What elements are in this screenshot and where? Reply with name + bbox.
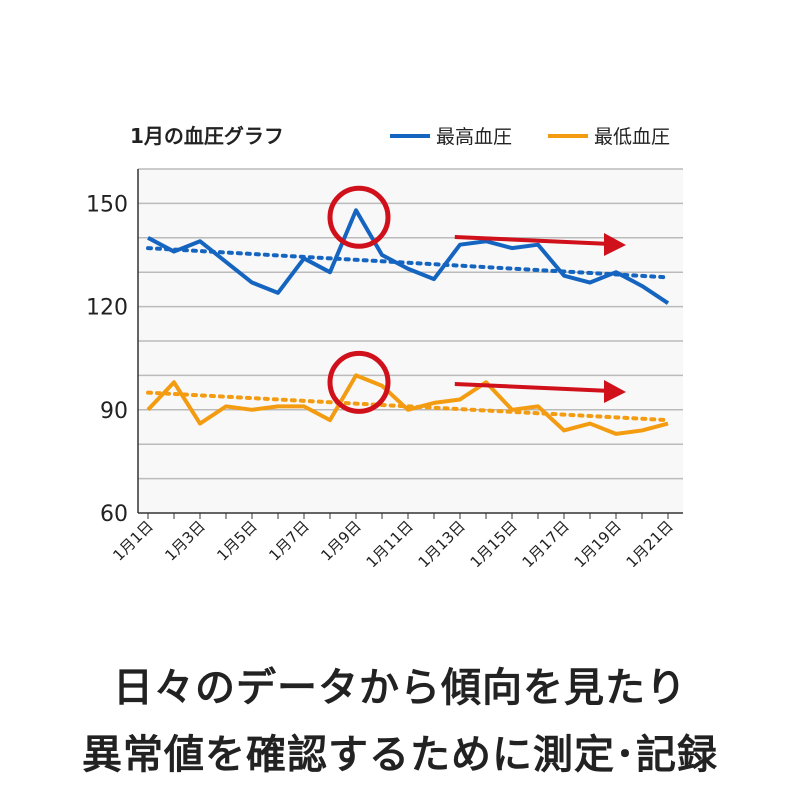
highlight-circle: [327, 350, 391, 414]
y-tick-label: 60: [100, 502, 128, 527]
x-tick-label: 1月21日: [623, 517, 677, 571]
y-tick-label: 120: [86, 296, 128, 321]
y-tick-label: 90: [100, 399, 128, 424]
x-tick-label: 1月9日: [317, 517, 364, 564]
arrow-head: [604, 380, 626, 403]
x-tick-label: 1月11日: [363, 517, 417, 571]
trend-arrow: [454, 382, 612, 393]
x-tick-label: 1月15日: [467, 517, 521, 571]
legend-label: 最高血圧: [436, 126, 512, 148]
caption-line-2: 異常値を確認するために測定･記録: [82, 732, 718, 778]
trend-line: [146, 246, 670, 280]
trend-line: [146, 390, 670, 423]
x-tick-label: 1月5日: [213, 517, 260, 564]
x-tick-label: 1月7日: [265, 517, 312, 564]
legend-label: 最低血圧: [594, 126, 670, 148]
trend-arrow: [454, 235, 612, 246]
x-tick-label: 1月17日: [519, 517, 573, 571]
chart-title: 1月の血圧グラフ: [130, 124, 284, 148]
highlight-circle: [327, 185, 391, 249]
arrow-head: [604, 233, 626, 256]
x-tick-label: 1月3日: [161, 517, 208, 564]
x-tick-label: 1月19日: [571, 517, 625, 571]
y-tick-label: 150: [86, 192, 128, 217]
caption-line-1: 日々のデータから傾向を見たり: [113, 665, 687, 711]
x-tick-label: 1月13日: [415, 517, 469, 571]
